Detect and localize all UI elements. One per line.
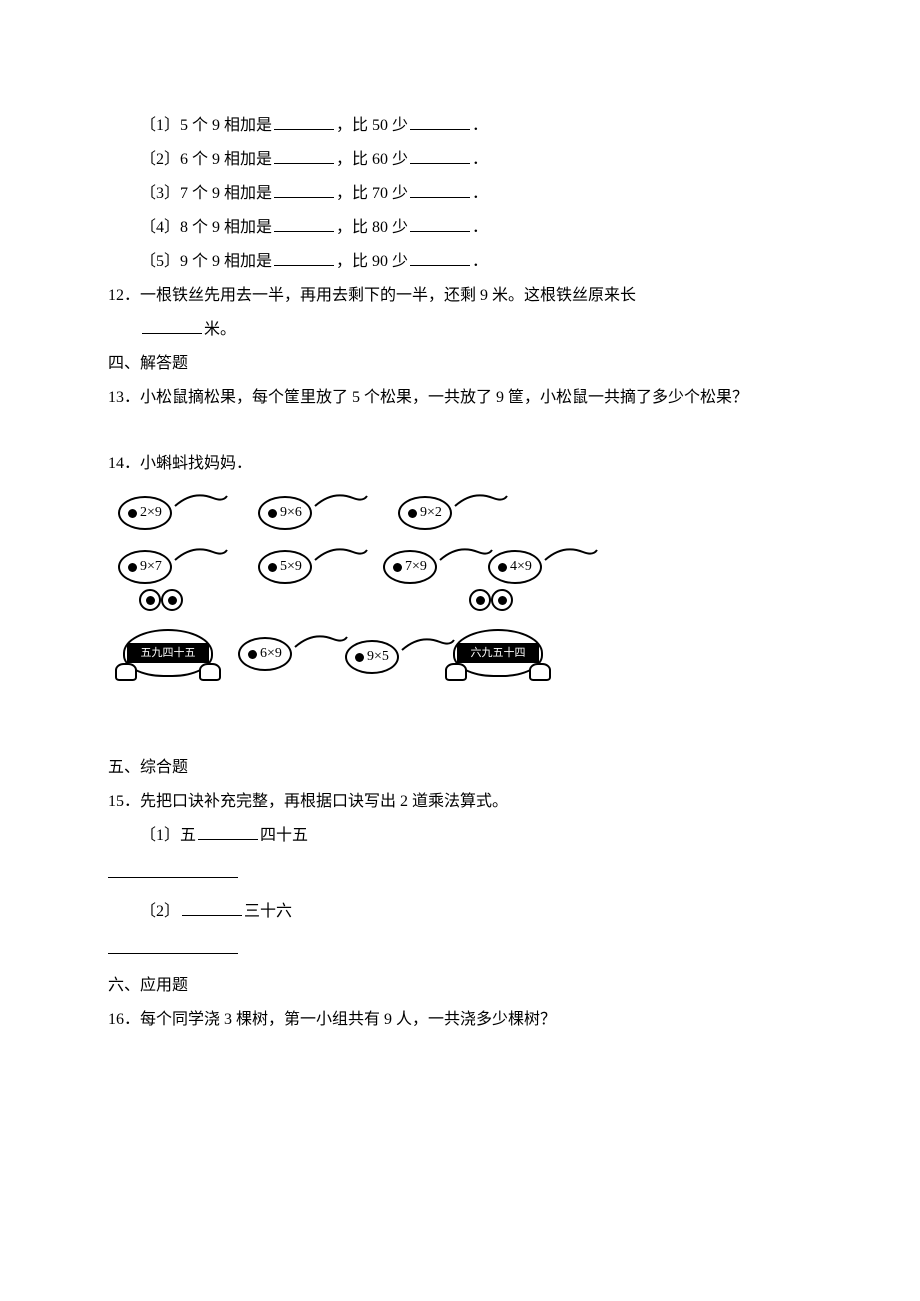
blank <box>274 248 334 266</box>
q15-sub2: 〔2〕 三十六 <box>140 896 780 928</box>
blank <box>198 822 258 840</box>
q12-label: 12． <box>108 287 140 304</box>
q11-sub3-mid: ，比 70 少 <box>336 185 408 202</box>
tadpole-2-label: 9×6 <box>280 499 302 527</box>
section6-text: 六、应用题 <box>108 977 188 994</box>
q11-sub4-mid: ，比 80 少 <box>336 219 408 236</box>
tadpole-3-label: 9×2 <box>420 499 442 527</box>
tadpole-1: 2×9 <box>118 496 172 530</box>
tadpole-2: 9×6 <box>258 496 312 530</box>
tadpole-1-label: 2×9 <box>140 499 162 527</box>
frog-2-label: 六九五十四 <box>457 643 539 663</box>
q12-text-a: 一根铁丝先用去一半，再用去剩下的一半，还剩 9 米。这根铁丝原来长 <box>140 287 636 304</box>
tadpole-4: 9×7 <box>118 550 172 584</box>
q11-sub2-label: 〔2〕 <box>140 151 180 168</box>
q15-sub1-post: 四十五 <box>260 827 308 844</box>
blank <box>410 180 470 198</box>
blank <box>274 146 334 164</box>
blank-long <box>108 860 238 878</box>
blank <box>274 112 334 130</box>
q15-sub1-answer-line <box>108 858 780 890</box>
q11-sub5-end: ． <box>472 253 488 270</box>
tadpole-4-label: 9×7 <box>140 553 162 581</box>
blank <box>182 898 242 916</box>
tadpole-7-label: 4×9 <box>510 553 532 581</box>
tadpole-6-label: 7×9 <box>405 553 427 581</box>
q11-sub1-pre: 5 个 9 相加是 <box>180 117 272 134</box>
tadpole-5-label: 5×9 <box>280 553 302 581</box>
q11-sub4-label: 〔4〕 <box>140 219 180 236</box>
q15-sub1-label: 〔1〕 <box>140 827 180 844</box>
tadpole-3: 9×2 <box>398 496 452 530</box>
q11-sub2-pre: 6 个 9 相加是 <box>180 151 272 168</box>
q12-text-b: 米。 <box>204 321 236 338</box>
q15: 15．先把口诀补充完整，再根据口诀写出 2 道乘法算式。 <box>108 786 780 818</box>
section6-heading: 六、应用题 <box>108 970 780 1002</box>
q16-label: 16． <box>108 1011 140 1028</box>
q11-sub5: 〔5〕9 个 9 相加是 ，比 90 少 ． <box>140 246 780 278</box>
q14-label: 14． <box>108 455 140 472</box>
q11-sub2-mid: ，比 60 少 <box>336 151 408 168</box>
blank <box>410 248 470 266</box>
q16: 16．每个同学浇 3 棵树，第一小组共有 9 人，一共浇多少棵树？ <box>108 1004 780 1036</box>
q11-sub2: 〔2〕6 个 9 相加是 ，比 60 少 ． <box>140 144 780 176</box>
section4-text: 四、解答题 <box>108 355 188 372</box>
blank <box>274 180 334 198</box>
q11-sub5-label: 〔5〕 <box>140 253 180 270</box>
blank <box>142 316 202 334</box>
frog-1-label: 五九四十五 <box>127 643 209 663</box>
q15-sub2-answer-line <box>108 934 780 966</box>
q11-sub1: 〔1〕5 个 9 相加是 ，比 50 少 ． <box>140 110 780 142</box>
tadpole-8: 6×9 <box>238 637 292 671</box>
q16-text: 每个同学浇 3 棵树，第一小组共有 9 人，一共浇多少棵树？ <box>140 1011 556 1028</box>
q11-sub2-end: ． <box>472 151 488 168</box>
section5-heading: 五、综合题 <box>108 752 780 784</box>
blank <box>274 214 334 232</box>
q14: 14．小蝌蚪找妈妈． <box>108 448 780 480</box>
tadpole-9-label: 9×5 <box>367 643 389 671</box>
q11-sub1-label: 〔1〕 <box>140 117 180 134</box>
blank <box>410 214 470 232</box>
q11-sub4-pre: 8 个 9 相加是 <box>180 219 272 236</box>
q11-sub5-mid: ，比 90 少 <box>336 253 408 270</box>
q11-sub5-pre: 9 个 9 相加是 <box>180 253 272 270</box>
q11-sub1-mid: ，比 50 少 <box>336 117 408 134</box>
q12: 12．一根铁丝先用去一半，再用去剩下的一半，还剩 9 米。这根铁丝原来长 <box>108 280 780 312</box>
q11-sub1-end: ． <box>472 117 488 134</box>
tadpole-8-label: 6×9 <box>260 640 282 668</box>
q11-sub4: 〔4〕8 个 9 相加是 ，比 80 少 ． <box>140 212 780 244</box>
blank-long <box>108 936 238 954</box>
q14-text: 小蝌蚪找妈妈． <box>140 455 252 472</box>
q15-sub2-label: 〔2〕 <box>140 903 180 920</box>
q11-sub3-pre: 7 个 9 相加是 <box>180 185 272 202</box>
tadpole-figure: 2×9 9×6 9×2 9×7 5×9 7×9 4×9 6×9 9×5 <box>108 492 588 692</box>
q15-sub1: 〔1〕五 四十五 <box>140 820 780 852</box>
frog-2: 六九五十四 <box>443 592 553 677</box>
tadpole-9: 9×5 <box>345 640 399 674</box>
q15-text: 先把口诀补充完整，再根据口诀写出 2 道乘法算式。 <box>140 793 508 810</box>
tadpole-5: 5×9 <box>258 550 312 584</box>
blank <box>410 112 470 130</box>
section4-heading: 四、解答题 <box>108 348 780 380</box>
q11-sub4-end: ． <box>472 219 488 236</box>
frog-1: 五九四十五 <box>113 592 223 677</box>
q13: 13．小松鼠摘松果，每个筐里放了 5 个松果，一共放了 9 筐，小松鼠一共摘了多… <box>108 382 780 414</box>
q15-sub2-post: 三十六 <box>244 903 292 920</box>
blank <box>410 146 470 164</box>
q11-sub3-end: ． <box>472 185 488 202</box>
q11-sub3-label: 〔3〕 <box>140 185 180 202</box>
q11-sub3: 〔3〕7 个 9 相加是 ，比 70 少 ． <box>140 178 780 210</box>
q15-label: 15． <box>108 793 140 810</box>
tadpole-7: 4×9 <box>488 550 542 584</box>
q15-sub1-pre: 五 <box>180 827 196 844</box>
q12-cont: 米。 <box>140 314 780 346</box>
q13-text: 小松鼠摘松果，每个筐里放了 5 个松果，一共放了 9 筐，小松鼠一共摘了多少个松… <box>140 389 748 406</box>
section5-text: 五、综合题 <box>108 759 188 776</box>
q13-label: 13． <box>108 389 140 406</box>
tadpole-6: 7×9 <box>383 550 437 584</box>
